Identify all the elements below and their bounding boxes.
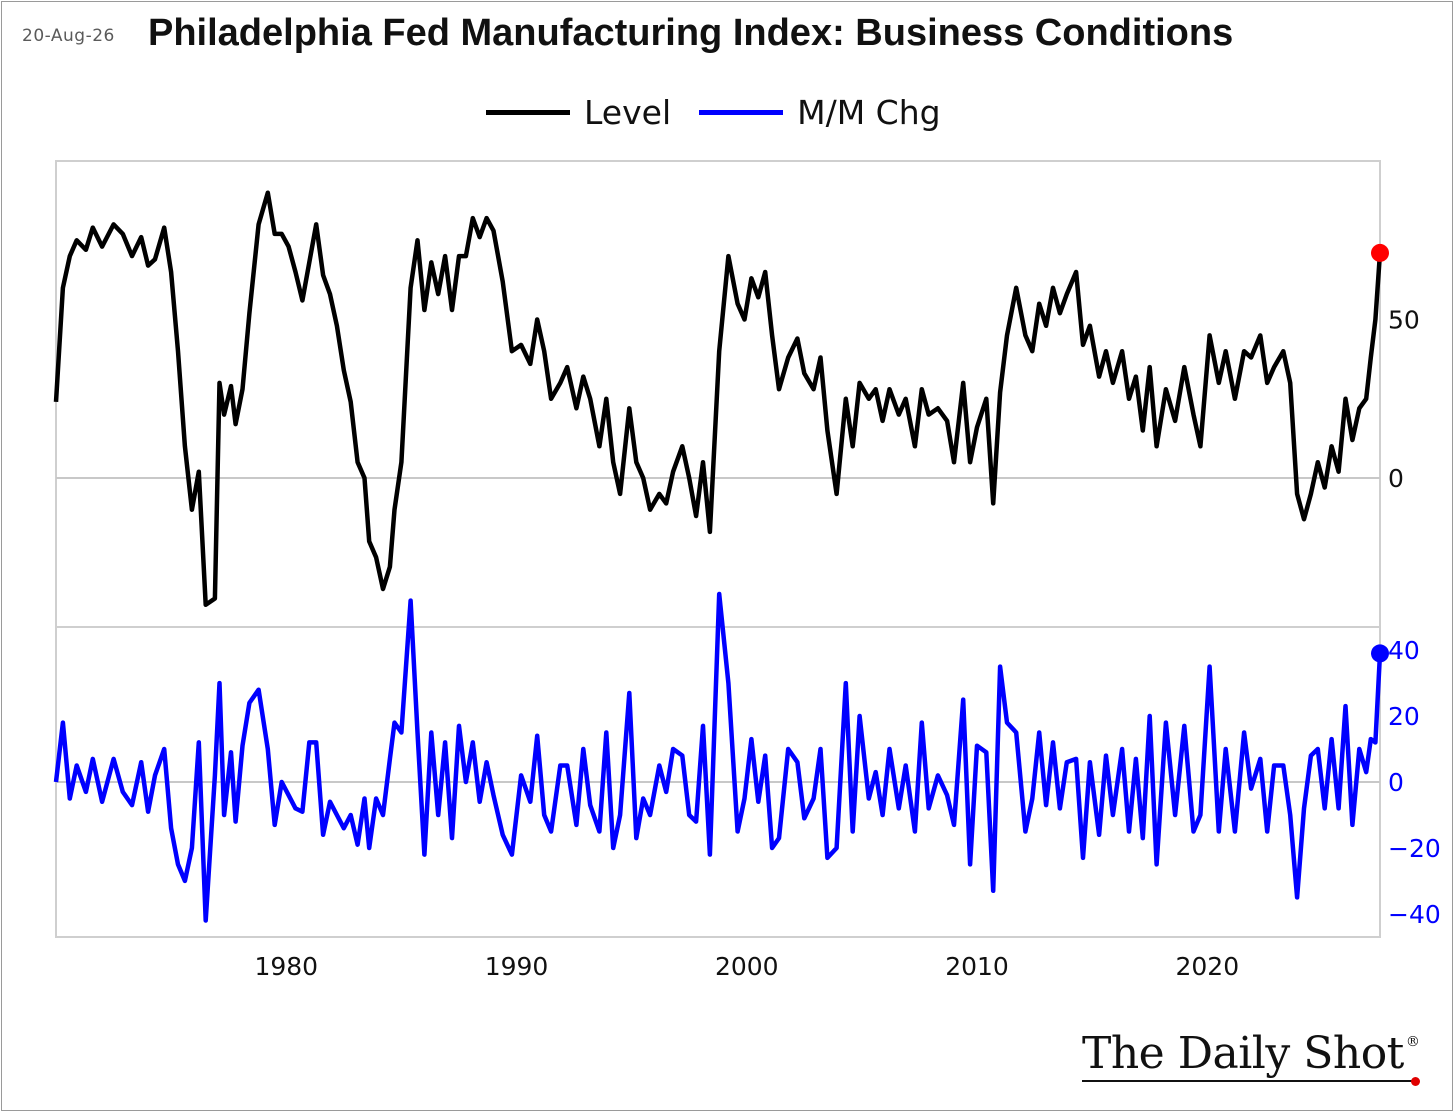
chart-title: Philadelphia Fed Manufacturing Index: Bu… [148,12,1234,54]
legend-swatch-mm-chg [699,109,784,115]
y-tick-label-bottom: 20 [1388,702,1420,731]
chart-legend: Level M/M Chg [486,90,969,134]
chart-date: 20-Aug-26 [22,26,115,46]
legend-label-level: Level [584,92,672,132]
y-tick-label-bottom: −20 [1388,834,1441,863]
brand-underline [1082,1080,1412,1082]
last-point-marker-top [1371,243,1389,262]
y-tick-label-top: 0 [1388,464,1404,493]
last-point-marker-bottom [1371,644,1389,663]
x-tick-label: 2010 [945,952,1009,981]
y-tick-label-bottom: 0 [1388,768,1404,797]
x-tick-label: 2020 [1175,952,1239,981]
legend-swatch-level [486,109,570,115]
x-tick-label: 1980 [254,952,318,981]
legend-item-level: Level [486,93,671,132]
y-tick-label-top: 50 [1388,306,1420,335]
y-tick-label-bottom: 40 [1388,636,1420,665]
series-line-bottom [53,591,1383,923]
x-tick-label: 1990 [485,952,549,981]
brand-registered-mark: ® [1405,1034,1420,1050]
y-tick-label-bottom: −40 [1388,900,1441,929]
legend-label-mm-chg: M/M Chg [797,92,941,132]
brand-name: The Daily Shot [1082,1028,1404,1079]
brand-dot [1411,1077,1420,1086]
x-tick-label: 2000 [715,952,779,981]
legend-item-mm-chg: M/M Chg [699,92,941,132]
series-line-top [53,190,1383,608]
brand-logo: The Daily Shot ® [1082,1028,1420,1079]
